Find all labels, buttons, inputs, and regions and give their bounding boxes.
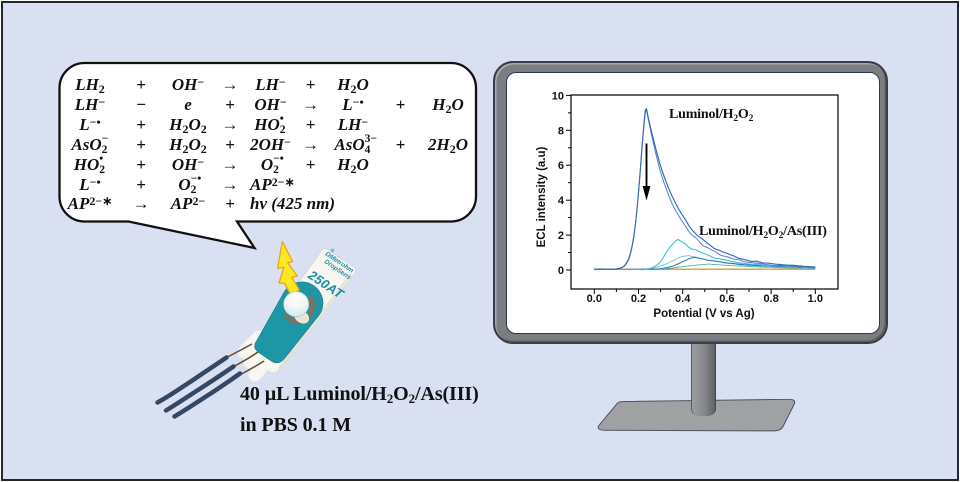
svg-text:1.0: 1.0 (808, 293, 823, 305)
svg-text:Potential (V vs Ag): Potential (V vs Ag) (653, 308, 754, 320)
svg-text:4: 4 (558, 195, 565, 207)
svg-text:0.8: 0.8 (763, 293, 778, 305)
svg-text:Luminol/H2O2/As(III): Luminol/H2O2/As(III) (699, 224, 827, 241)
svg-text:®: ® (329, 247, 336, 255)
svg-text:6: 6 (558, 160, 564, 172)
svg-text:8: 8 (558, 125, 564, 137)
svg-text:0.0: 0.0 (587, 293, 602, 305)
svg-text:0.2: 0.2 (631, 293, 646, 305)
svg-text:10: 10 (552, 90, 564, 102)
svg-text:0.4: 0.4 (675, 293, 691, 305)
svg-text:0.6: 0.6 (719, 293, 734, 305)
svg-text:ECL intensity (a.u): ECL intensity (a.u) (536, 146, 548, 247)
svg-text:Luminol/H2O2: Luminol/H2O2 (669, 107, 754, 124)
svg-text:0: 0 (558, 265, 564, 277)
svg-text:2: 2 (558, 230, 564, 242)
